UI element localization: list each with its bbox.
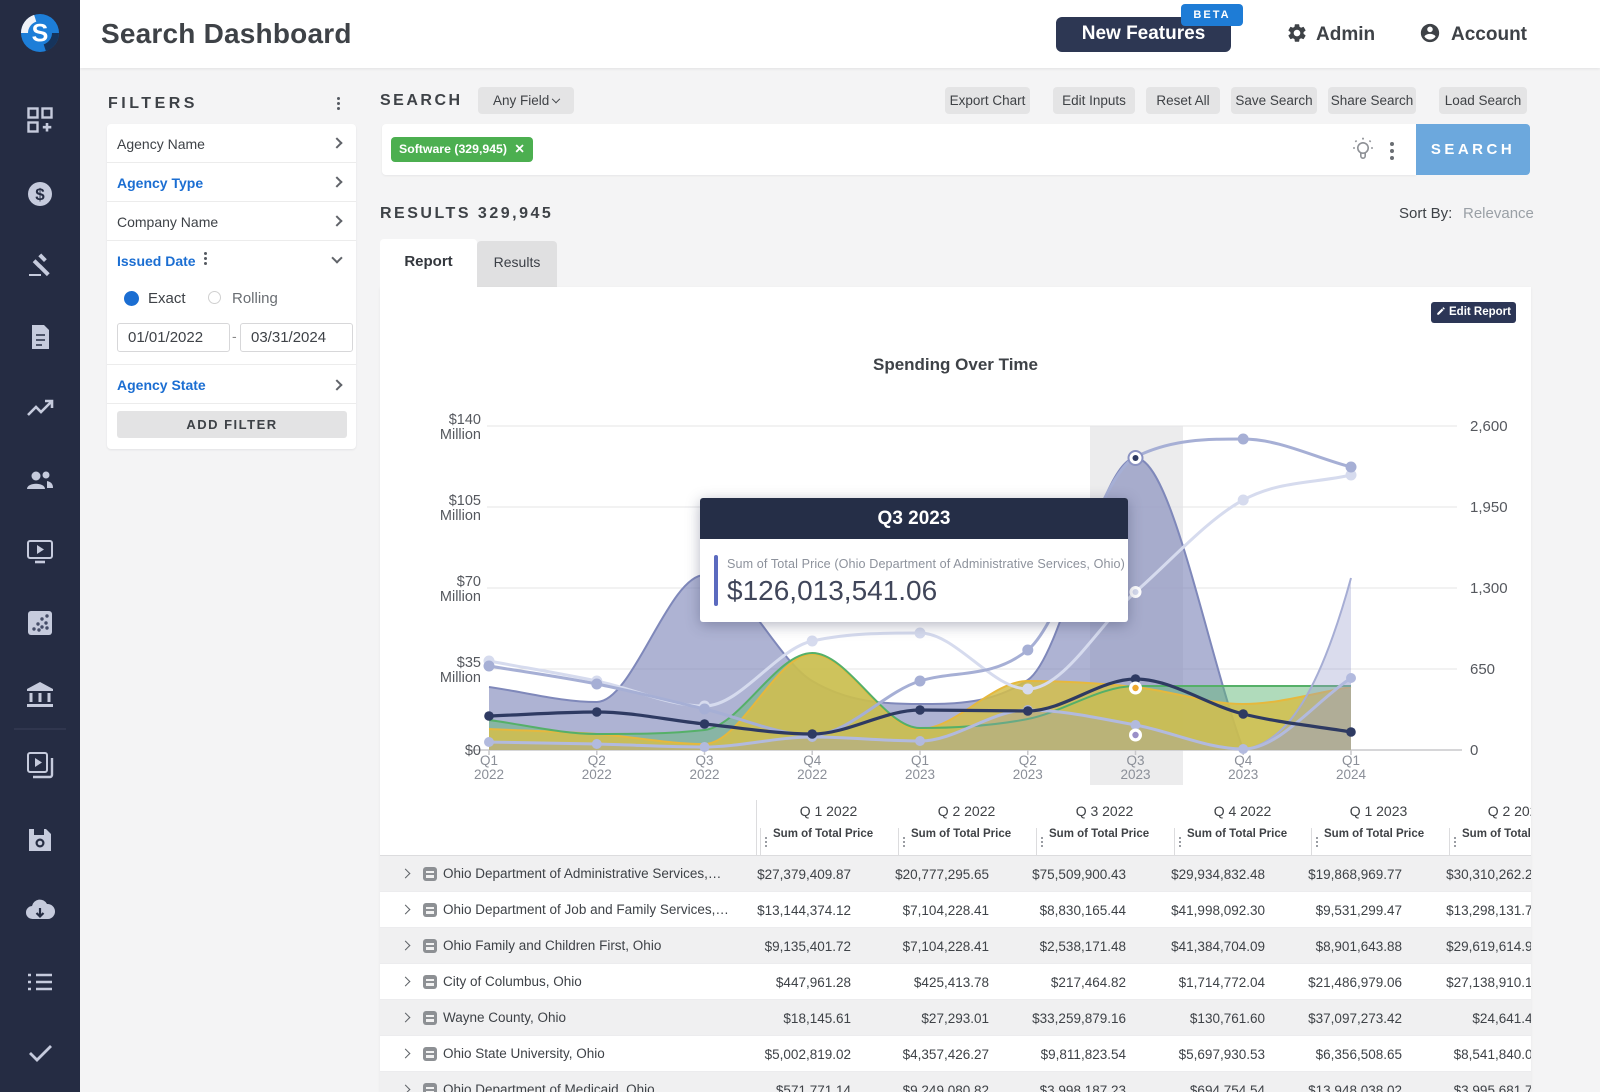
svg-text:2022: 2022 — [797, 767, 827, 782]
svg-text:1,300: 1,300 — [1470, 580, 1508, 597]
svg-text:2023: 2023 — [1120, 767, 1150, 782]
svg-text:Million: Million — [440, 589, 481, 605]
svg-text:2023: 2023 — [905, 767, 935, 782]
svg-text:$105: $105 — [449, 493, 481, 509]
svg-text:2022: 2022 — [582, 767, 612, 782]
svg-text:Q2: Q2 — [588, 753, 606, 768]
svg-text:2023: 2023 — [1013, 767, 1043, 782]
svg-text:$: $ — [35, 185, 45, 204]
svg-text:$70: $70 — [457, 574, 481, 590]
svg-text:$140: $140 — [449, 412, 481, 428]
svg-text:Q1: Q1 — [480, 753, 498, 768]
svg-text:2023: 2023 — [1228, 767, 1258, 782]
svg-text:2022: 2022 — [474, 767, 504, 782]
svg-text:Q1: Q1 — [1342, 753, 1360, 768]
svg-text:Million: Million — [440, 427, 481, 443]
svg-text:S: S — [32, 20, 49, 48]
svg-text:Million: Million — [440, 508, 481, 524]
svg-text:$0: $0 — [465, 743, 481, 759]
svg-text:Q4: Q4 — [1234, 753, 1253, 768]
svg-text:$35: $35 — [457, 655, 481, 671]
svg-text:Million: Million — [440, 670, 481, 686]
svg-text:2,600: 2,600 — [1470, 418, 1508, 435]
svg-text:2022: 2022 — [689, 767, 719, 782]
svg-text:1,950: 1,950 — [1470, 499, 1508, 516]
svg-text:2024: 2024 — [1336, 767, 1367, 782]
svg-text:Q3: Q3 — [695, 753, 713, 768]
svg-text:Q2: Q2 — [1019, 753, 1037, 768]
svg-text:Q3: Q3 — [1126, 753, 1144, 768]
svg-text:Q1: Q1 — [911, 753, 929, 768]
svg-text:Q4: Q4 — [803, 753, 822, 768]
svg-text:650: 650 — [1470, 661, 1495, 678]
svg-text:0: 0 — [1470, 742, 1478, 759]
